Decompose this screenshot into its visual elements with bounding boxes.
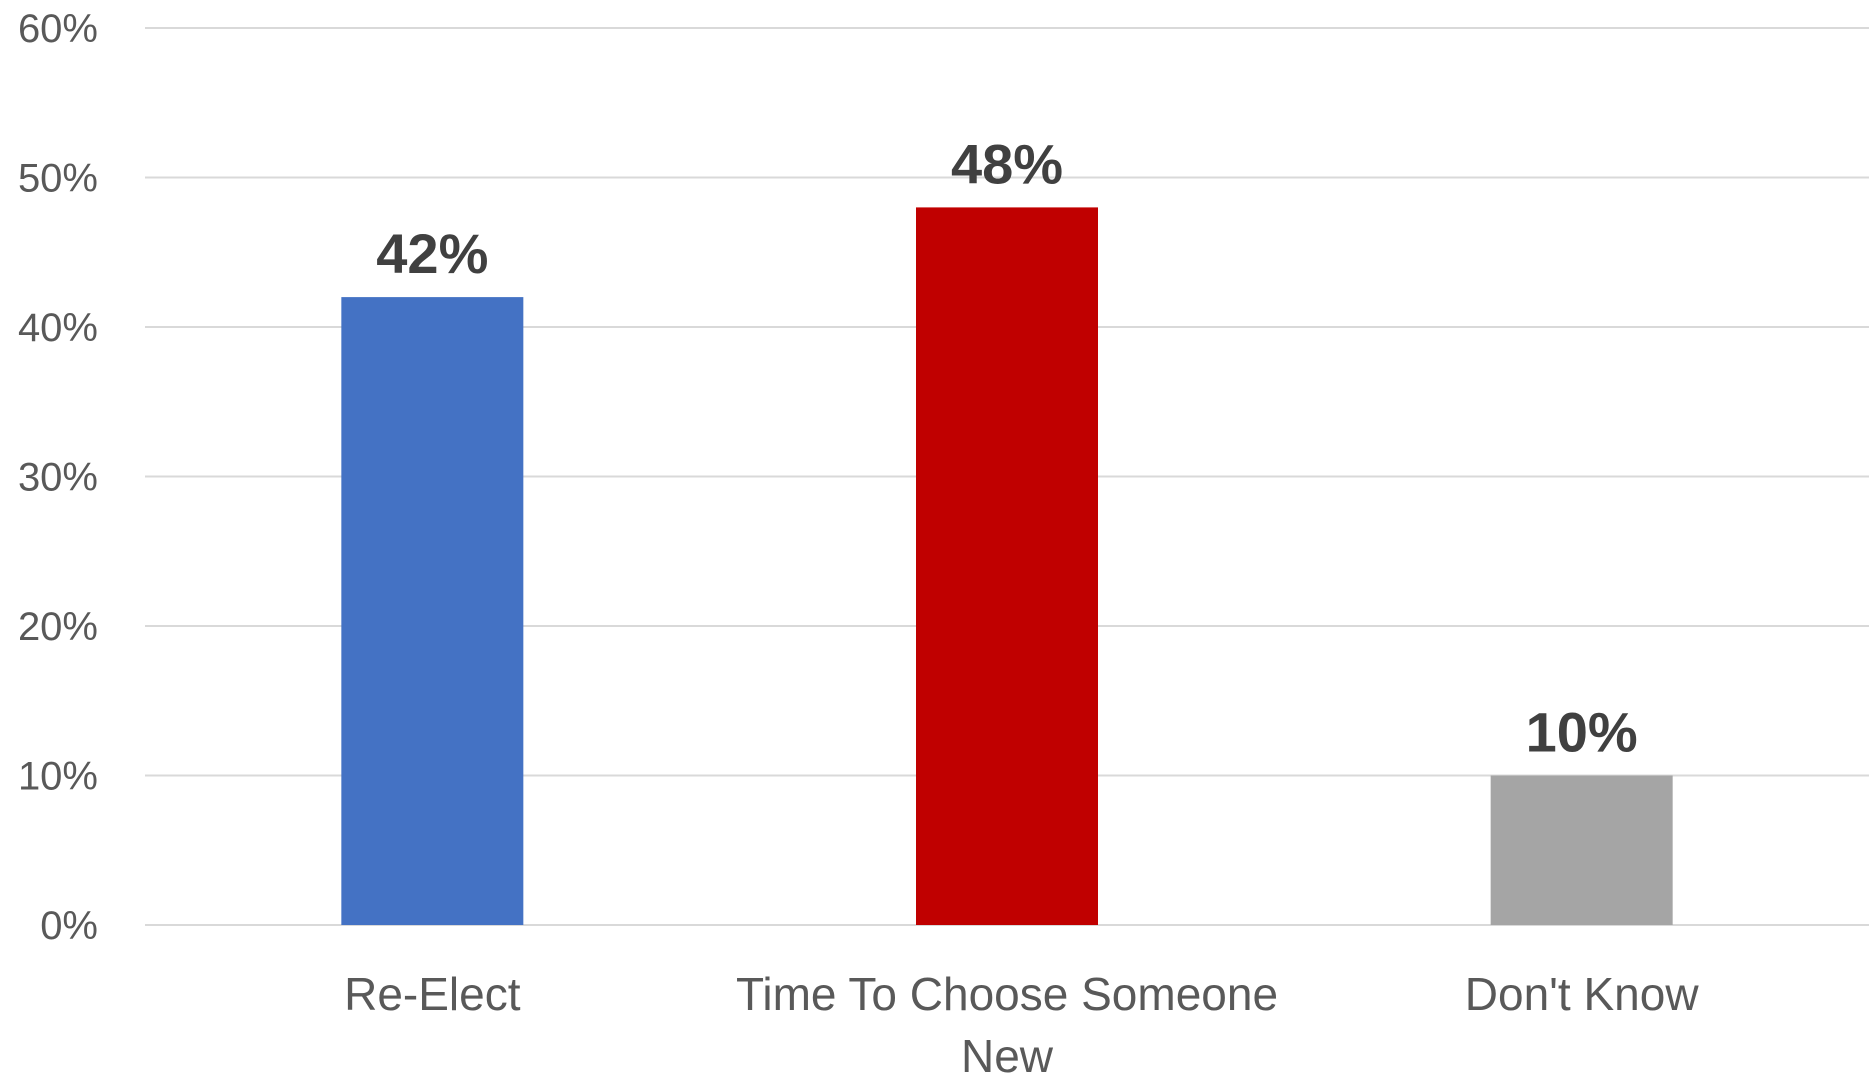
category-labels: Re-Elect Time To Choose Someone New Don't K…: [344, 968, 1699, 1082]
category-label: New: [961, 1030, 1054, 1082]
y-tick-label: 40%: [18, 306, 98, 350]
category-label: Re-Elect: [344, 968, 521, 1020]
y-tick-label: 20%: [18, 605, 98, 649]
y-tick-label: 0%: [40, 904, 98, 948]
category-label: Don't Know: [1465, 968, 1700, 1020]
y-tick-label: 60%: [18, 7, 98, 51]
bar-1: [916, 207, 1098, 925]
data-label: 42%: [376, 222, 488, 285]
y-tick-label: 30%: [18, 456, 98, 500]
bars: [341, 207, 1673, 926]
bar-0: [341, 297, 524, 926]
y-axis-tick-labels: 0% 10% 20% 30% 40% 50% 60%: [18, 7, 98, 948]
data-label: 48%: [951, 132, 1063, 195]
y-tick-label: 10%: [18, 755, 98, 799]
data-labels: 42% 48% 10%: [376, 132, 1637, 763]
data-label: 10%: [1526, 701, 1638, 764]
category-label: Time To Choose Someone: [736, 968, 1278, 1020]
bar-2: [1490, 775, 1673, 925]
y-tick-label: 50%: [18, 157, 98, 201]
